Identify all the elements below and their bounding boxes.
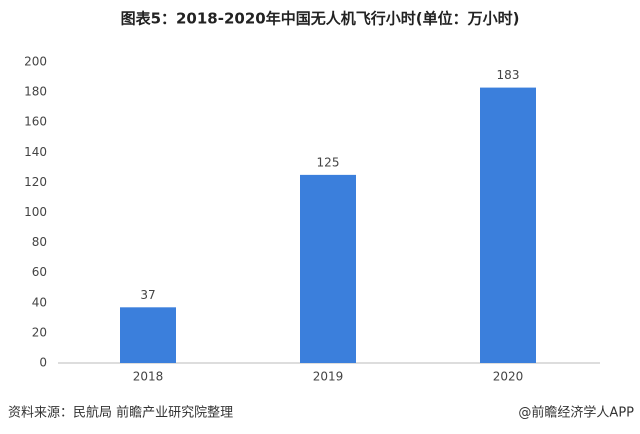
bar bbox=[300, 174, 356, 363]
chart-title: 图表5：2018-2020年中国无人机飞行小时(单位：万小时) bbox=[121, 10, 520, 28]
y-tick-label: 80 bbox=[32, 235, 47, 249]
bar bbox=[480, 87, 536, 364]
data-label: 125 bbox=[317, 155, 340, 169]
data-label: 37 bbox=[140, 288, 155, 302]
y-tick-label: 140 bbox=[24, 145, 47, 159]
y-tick-label: 60 bbox=[32, 265, 47, 279]
y-tick-label: 120 bbox=[24, 175, 47, 189]
y-tick-label: 20 bbox=[32, 325, 47, 339]
credit: @前瞻经济学人APP bbox=[518, 405, 634, 421]
y-tick-label: 180 bbox=[24, 85, 47, 99]
data-label: 183 bbox=[497, 68, 520, 82]
y-tick-label: 200 bbox=[24, 55, 47, 69]
x-tick-label: 2020 bbox=[493, 370, 524, 384]
y-tick-label: 40 bbox=[32, 295, 47, 309]
y-tick-label: 0 bbox=[39, 356, 47, 370]
y-tick-label: 100 bbox=[24, 205, 47, 219]
x-tick-label: 2019 bbox=[313, 370, 344, 384]
y-tick-label: 160 bbox=[24, 115, 47, 129]
bar bbox=[120, 307, 176, 363]
source: 资料来源：民航局 前瞻产业研究院整理 bbox=[8, 405, 233, 421]
x-tick-label: 2018 bbox=[133, 370, 164, 384]
